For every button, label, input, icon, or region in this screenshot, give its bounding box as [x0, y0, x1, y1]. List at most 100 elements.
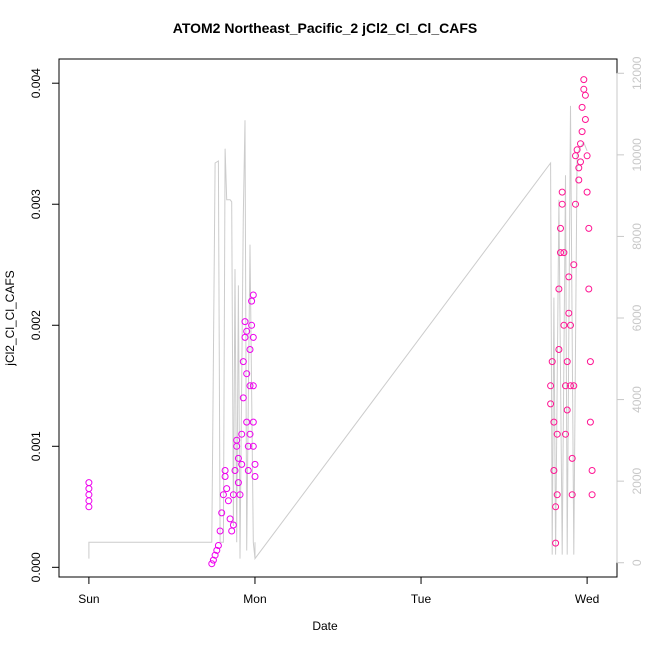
x-tick-label: Tue: [411, 592, 432, 606]
data-point: [563, 358, 571, 366]
data-point: [246, 346, 254, 353]
y-right-tick-label: 6000: [630, 304, 644, 331]
data-point: [575, 176, 583, 184]
data-point: [228, 527, 236, 535]
data-point: [555, 346, 563, 353]
data-point: [248, 321, 256, 329]
data-point: [241, 318, 249, 326]
data-point: [238, 430, 246, 438]
y-right-tick-label: 12000: [630, 56, 644, 90]
altitude-line: [88, 105, 588, 561]
data-point: [580, 85, 588, 93]
data-point: [578, 103, 586, 111]
data-point: [567, 382, 574, 390]
data-point: [580, 76, 588, 84]
data-point: [557, 224, 564, 232]
data-point: [218, 509, 226, 517]
data-point: [234, 454, 242, 462]
data-point: [249, 442, 257, 450]
data-point: [570, 382, 578, 390]
data-point: [85, 491, 93, 499]
data-point: [567, 321, 574, 329]
data-point: [562, 382, 569, 390]
data-point: [221, 473, 229, 480]
data-point: [585, 285, 593, 293]
data-point: [244, 442, 252, 450]
data-point: [231, 467, 239, 474]
y-right-tick-label: 10000: [630, 138, 644, 172]
data-point: [562, 430, 569, 438]
data-point: [234, 479, 242, 487]
x-tick-label: Mon: [243, 592, 266, 606]
data-point: [251, 460, 259, 468]
data-point: [578, 128, 586, 136]
data-point: [241, 333, 249, 341]
x-tick-label: Sun: [78, 592, 99, 606]
data-point: [586, 358, 594, 366]
data-point: [236, 491, 244, 499]
data-point: [583, 188, 591, 196]
data-point: [588, 467, 596, 474]
data-point: [249, 291, 257, 299]
data-point: [85, 485, 93, 493]
data-point: [219, 491, 227, 499]
y-right-tick-label: 4000: [630, 386, 644, 413]
y-left-tick-label: 0.003: [29, 189, 43, 219]
data-point: [248, 297, 256, 305]
data-point: [233, 442, 241, 450]
data-point: [565, 273, 573, 281]
data-point: [85, 479, 93, 487]
data-point: [239, 358, 247, 366]
data-point: [251, 473, 259, 480]
data-point: [243, 418, 251, 426]
data-point: [552, 539, 560, 547]
data-point: [214, 542, 222, 549]
data-point: [238, 460, 246, 468]
data-point: [208, 560, 216, 568]
data-point: [243, 370, 251, 378]
data-point: [583, 152, 591, 160]
data-point: [249, 333, 257, 341]
data-point: [547, 382, 555, 390]
data-point: [581, 91, 589, 99]
data-point: [552, 503, 560, 511]
data-point: [558, 188, 566, 196]
data-point: [211, 551, 219, 559]
data-point: [550, 418, 558, 426]
data-point: [553, 430, 561, 438]
data-point: [553, 491, 561, 499]
axes-layer: Sun Mon Tue Wed 0.000 0.001 0.002 0.003 0.004 0 20…: [29, 56, 644, 606]
data-point: [565, 309, 573, 317]
data-point: [209, 556, 217, 564]
data-point: [585, 224, 593, 232]
data-point: [239, 394, 247, 402]
data-point: [568, 491, 576, 499]
data-point: [221, 467, 229, 474]
data-point: [85, 503, 93, 511]
data-point: [550, 467, 558, 474]
y-left-tick-label: 0.000: [29, 552, 43, 582]
y-left-tick-label: 0.002: [29, 310, 43, 340]
data-point: [229, 491, 237, 499]
y-left-tick-label: 0.004: [29, 68, 43, 98]
y-right-tick-label: 2000: [630, 467, 644, 494]
data-point: [246, 430, 254, 438]
data-point: [577, 158, 584, 166]
data-point: [560, 321, 568, 329]
points-layer: [85, 76, 596, 568]
data-point: [224, 497, 232, 505]
data-point: [572, 152, 579, 160]
data-point: [244, 467, 252, 474]
plot-frame: [58, 58, 618, 578]
data-point: [560, 249, 568, 257]
data-point: [213, 546, 221, 554]
data-point: [581, 116, 589, 123]
x-tick-label: Wed: [575, 592, 599, 606]
data-point: [216, 527, 224, 535]
data-point: [555, 285, 563, 293]
data-point: [249, 382, 257, 390]
data-point: [557, 249, 564, 257]
chart-title: ATOM2 Northeast_Pacific_2 jCl2_Cl_Cl_CAF…: [172, 20, 478, 36]
data-point: [577, 140, 584, 148]
